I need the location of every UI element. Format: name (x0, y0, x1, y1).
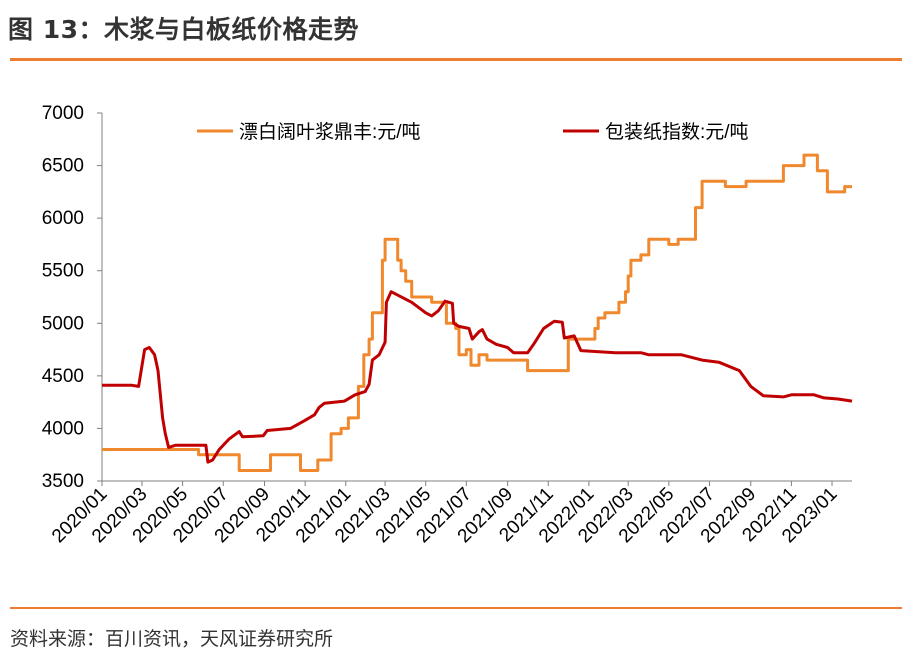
chart-axes: 350040004500500055006000650070002020/012… (42, 103, 852, 547)
y-tick-label: 3500 (42, 471, 84, 492)
series-line-pulp (102, 153, 852, 472)
source-note: 资料来源：百川资讯，天风证券研究所 (10, 628, 334, 650)
y-tick-label: 6500 (42, 156, 84, 177)
footer-rule (10, 607, 902, 609)
legend-label: 包装纸指数:元/吨 (605, 121, 749, 143)
y-tick-label: 4000 (42, 418, 84, 439)
y-tick-label: 5500 (42, 261, 84, 282)
chart-series (102, 153, 853, 472)
page-title: 图 13：木浆与白板纸价格走势 (8, 15, 359, 44)
y-tick-label: 4500 (42, 366, 84, 387)
pulp-board-price-chart: 350040004500500055006000650070002020/012… (42, 103, 853, 547)
chart-legend: 漂白阔叶浆鼎丰:元/吨 包装纸指数:元/吨 (197, 121, 749, 143)
legend-label: 漂白阔叶浆鼎丰:元/吨 (239, 121, 421, 143)
y-tick-label: 5000 (42, 313, 84, 334)
title-rule (10, 58, 902, 61)
y-tick-label: 6000 (42, 208, 84, 229)
y-tick-label: 7000 (42, 103, 84, 124)
series-line-board (102, 290, 853, 464)
